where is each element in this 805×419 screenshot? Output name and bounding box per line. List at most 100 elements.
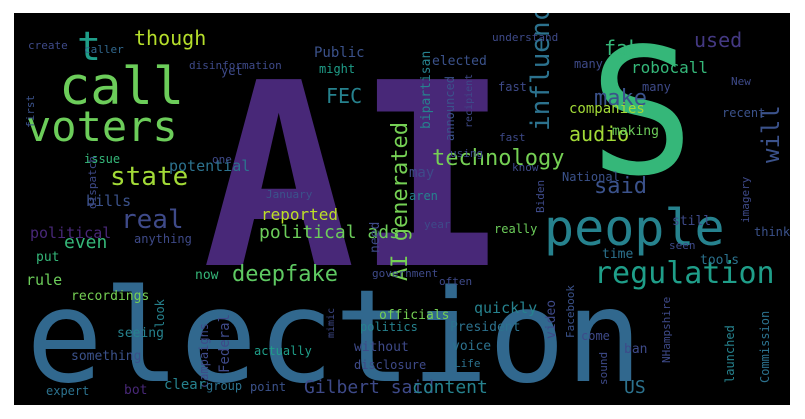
word-group: group <box>206 379 242 393</box>
word-make: make <box>594 86 647 111</box>
word-look: look <box>153 298 167 328</box>
word-launched: launched <box>723 325 737 383</box>
word-elected: using <box>450 147 483 160</box>
word-need: bipartisan <box>419 51 434 129</box>
word-cloud-panel: AI S election people call voters t thoug… <box>14 13 790 405</box>
word-us: FEC <box>326 84 362 108</box>
word-recent: recent <box>722 106 765 120</box>
word-used: used <box>694 28 742 52</box>
word-many: many <box>642 80 671 94</box>
word-life: Life <box>454 357 481 370</box>
word-seen: seen <box>669 239 696 252</box>
word-making: making <box>612 124 659 139</box>
word-place: will <box>757 105 785 163</box>
word-know: know <box>512 161 539 174</box>
word-caller: Public <box>314 45 365 61</box>
word-president: President <box>450 320 520 335</box>
word-campaigns: campaigns <box>197 323 211 388</box>
word-politics: politics <box>360 320 418 334</box>
word-use: influence <box>526 13 556 131</box>
word-actually: issue <box>84 152 120 166</box>
word-mimic: mimic <box>326 308 337 338</box>
word-something: something <box>71 349 141 364</box>
word-cloud: AI S election people call voters t thoug… <box>14 13 790 405</box>
word-election: election <box>26 263 643 405</box>
word-dispatch: dispatch <box>86 156 99 209</box>
word-real: real <box>121 205 184 235</box>
word-content: content <box>412 377 488 398</box>
word-government: government <box>372 267 438 280</box>
word-voters: voters <box>26 102 178 151</box>
word-audio: audio <box>569 122 629 146</box>
word-deepfake: deepfake <box>232 262 338 287</box>
word-point: point <box>250 380 286 394</box>
word-even: political ads <box>259 222 400 243</box>
word-technology: technology <box>432 146 564 171</box>
word-using: many <box>574 57 603 71</box>
word-ai: AI <box>202 29 509 326</box>
word-federal: Federal <box>217 314 233 373</box>
word-understand: understand <box>492 31 558 44</box>
word-officials: officials <box>379 308 449 323</box>
word-fec: reported <box>261 205 338 224</box>
word-might: may <box>409 165 434 181</box>
cloud-background <box>14 13 790 405</box>
word-issue: caller <box>84 43 124 56</box>
word-public: might <box>319 62 355 76</box>
word-will: even <box>64 232 107 253</box>
word-one: one <box>212 153 232 166</box>
word-year: year <box>424 218 451 231</box>
word-bot: bot <box>124 383 147 398</box>
word-often: often <box>439 275 472 288</box>
word-clear: clear <box>164 377 206 393</box>
word-recipient: recipient <box>464 74 475 128</box>
word-january: January <box>266 188 313 201</box>
word-ban: ban <box>624 342 647 357</box>
word-nhampshire: NHampshire <box>660 297 673 363</box>
word-robocall: recordings <box>71 289 149 304</box>
word-bipartisan: announced <box>443 76 457 141</box>
word-without: without <box>354 340 409 355</box>
word-new: New <box>731 75 751 88</box>
word-come: come <box>581 329 610 343</box>
word-ai-generated: AI generated <box>388 122 413 281</box>
word-may: elected <box>432 54 487 69</box>
word-first: create <box>28 39 68 52</box>
word-t: t <box>77 24 101 70</box>
word-quickly: quickly <box>474 299 537 317</box>
word-call: call <box>59 57 184 117</box>
word-facebook: Facebook <box>564 285 577 338</box>
word-though: though <box>134 26 206 50</box>
word-announced: fast <box>499 131 526 144</box>
word-imagery: imagery <box>739 176 752 223</box>
word-biden: Biden <box>534 180 547 213</box>
word-state: state <box>110 162 188 192</box>
word-people: people <box>544 199 725 257</box>
word-time: time <box>602 247 633 262</box>
word-put: potential <box>169 157 250 175</box>
word-rule: political <box>30 224 111 242</box>
word-sound: sound <box>597 352 610 385</box>
word-fast: fast <box>498 80 527 94</box>
word-s: S <box>589 13 694 215</box>
word-think: think <box>754 225 790 239</box>
word-really: really <box>494 222 537 236</box>
word-influence: US <box>624 377 646 398</box>
word-anything: anything <box>134 232 192 246</box>
word-voice: voice <box>452 339 491 354</box>
word-disinformation: need <box>368 222 383 253</box>
word-potential: first <box>24 95 37 128</box>
word-said: said <box>594 174 647 199</box>
word-political: actually <box>254 344 312 358</box>
word-expert: expert <box>46 384 89 398</box>
word-political-ads: bills <box>86 192 131 210</box>
word-still: still <box>672 214 711 229</box>
word-yet: yet <box>221 64 243 78</box>
word-seeing: seeing <box>117 326 164 341</box>
word-regulation: regulation <box>594 256 775 291</box>
word-fake: fake <box>604 36 652 60</box>
word-recordings: put <box>36 250 59 265</box>
word-tools: tools <box>700 253 739 268</box>
word-gilbert-said: Gilbert said <box>304 377 434 398</box>
word-reported: companies <box>569 101 645 117</box>
